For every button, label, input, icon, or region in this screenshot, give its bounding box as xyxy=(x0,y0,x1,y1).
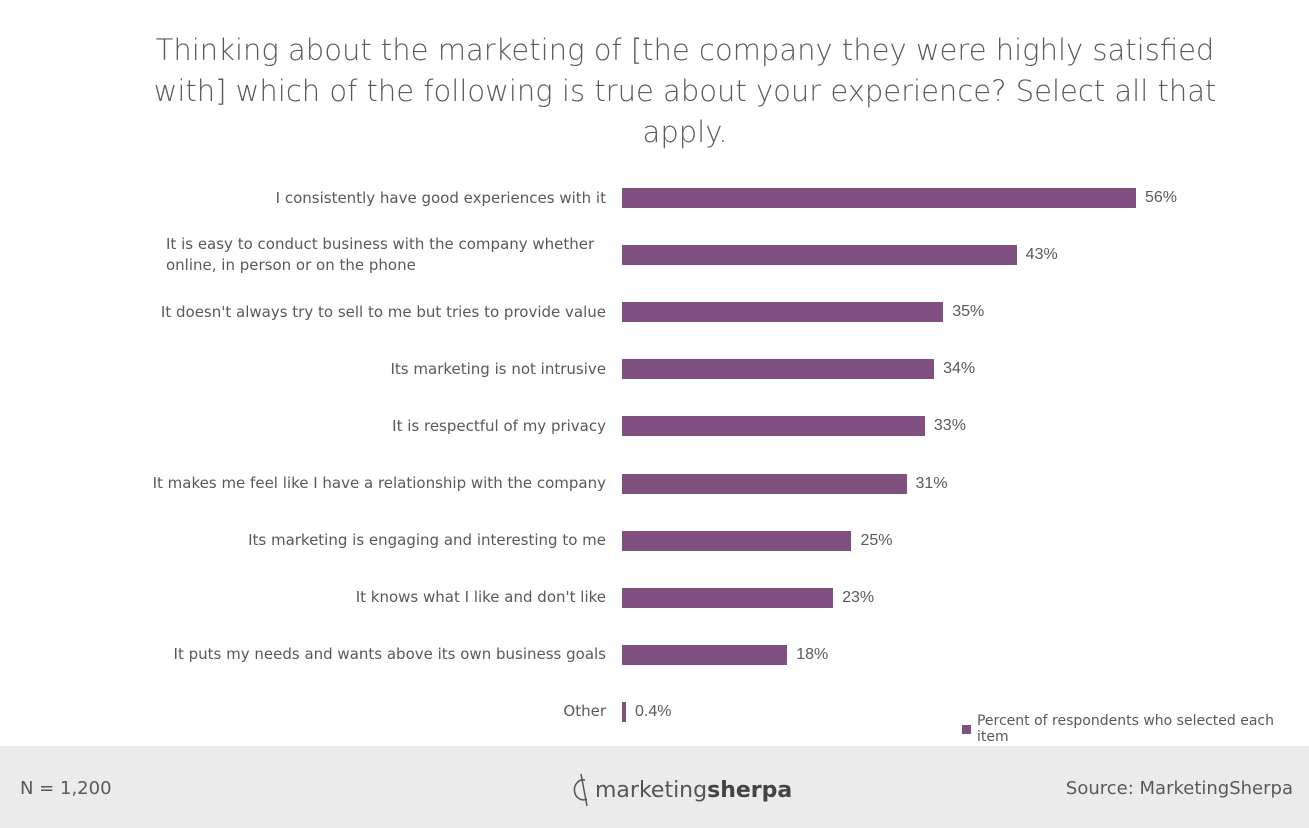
category-label: Its marketing is not intrusive xyxy=(390,359,607,378)
data-label: 18% xyxy=(796,645,829,663)
source-text: Source: MarketingSherpa xyxy=(1065,778,1293,799)
logo-text-bold: sherpa xyxy=(707,777,793,803)
chart-title: Thinking about the marketing of [the com… xyxy=(153,33,1217,149)
data-label: 23% xyxy=(842,588,875,606)
category-label: It doesn't always try to sell to me but … xyxy=(160,302,606,321)
sample-size: N = 1,200 xyxy=(20,778,112,799)
legend-label: Percent of respondents who selected each… xyxy=(976,713,1274,745)
bar xyxy=(622,188,1136,208)
bar xyxy=(622,701,626,722)
category-label: I consistently have good experiences wit… xyxy=(275,188,606,207)
logo-compass-icon xyxy=(573,773,588,807)
bar xyxy=(622,587,834,608)
data-label: 0.4% xyxy=(635,702,672,720)
marketingsherpa-logo: marketing sherpa xyxy=(573,772,792,808)
bar xyxy=(622,302,944,323)
footer: N = 1,200 marketing sherpa Source: Market… xyxy=(0,746,1309,828)
data-label: 33% xyxy=(933,417,966,435)
bar xyxy=(622,530,852,551)
logo-text-light: marketing xyxy=(595,777,708,803)
category-label: It is respectful of my privacy xyxy=(392,416,606,435)
category-label: Other xyxy=(563,702,606,721)
bar xyxy=(622,359,935,380)
legend-swatch xyxy=(962,724,971,734)
category-label: It is easy to conduct business with the … xyxy=(166,235,595,274)
bar xyxy=(622,473,907,494)
data-label: 56% xyxy=(1145,189,1178,206)
bar xyxy=(622,245,1017,266)
data-label: 43% xyxy=(1025,246,1058,264)
bar xyxy=(622,416,925,437)
bar xyxy=(622,644,788,665)
data-label: 35% xyxy=(952,303,985,321)
data-label: 31% xyxy=(915,474,948,492)
category-label: It knows what I like and don't like xyxy=(355,588,606,607)
legend: Percent of respondents who selected each… xyxy=(962,713,1309,745)
data-label: 34% xyxy=(943,360,976,378)
category-label: Its marketing is engaging and interestin… xyxy=(248,531,606,550)
category-label: It puts my needs and wants above its own… xyxy=(173,645,606,664)
category-label: It makes me feel like I have a relations… xyxy=(152,474,606,492)
data-label: 25% xyxy=(860,531,893,549)
